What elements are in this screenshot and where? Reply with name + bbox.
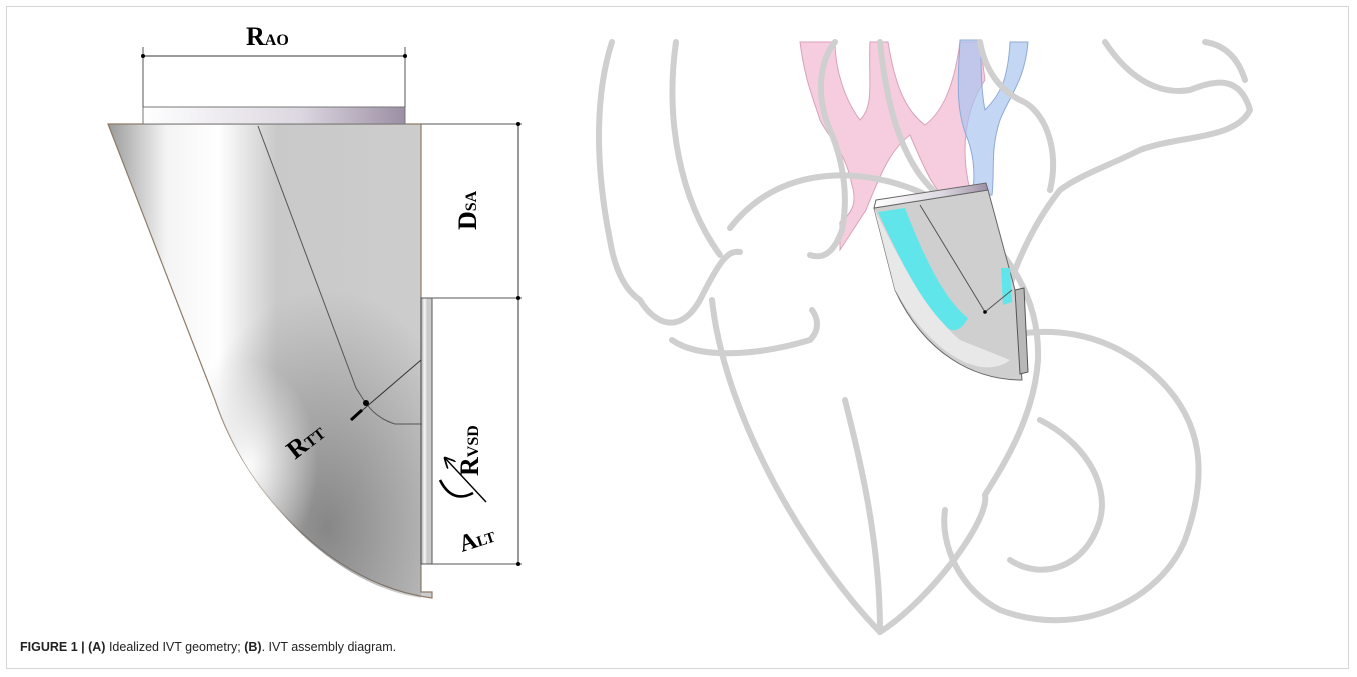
tunnel-centerline [257,125,366,403]
tunnel-assembly [873,182,1029,381]
panel-a-geometry [107,47,522,599]
caption-text-a: Idealized IVT geometry; [105,640,245,654]
figure-caption: FIGURE 1 | (A) Idealized IVT geometry; (… [20,640,396,654]
tunnel-highlight [878,208,968,331]
label-d-sa: DSA [453,190,482,230]
vsd-strip [420,297,433,565]
caption-figure-number: FIGURE 1 | [20,640,85,654]
a-lt-arrow [445,458,487,503]
figure-frame [6,6,1349,669]
vena-vessel [957,39,1029,196]
radius-center-point [363,400,369,406]
label-r-ao: RAO [246,22,289,51]
radius-line [357,359,422,415]
label-r-vsd: RVSD [455,425,484,476]
tunnel-arc [365,402,422,425]
panel-b-assembly [596,39,1253,635]
caption-tag-a: (A) [88,640,106,654]
aortic-cap [142,106,406,125]
label-a-lt: ALT [456,522,498,558]
caption-text-b: . IVT assembly diagram. [261,640,397,654]
caption-tag-b: (B) [244,640,262,654]
a-lt-angle-arc [438,479,474,498]
